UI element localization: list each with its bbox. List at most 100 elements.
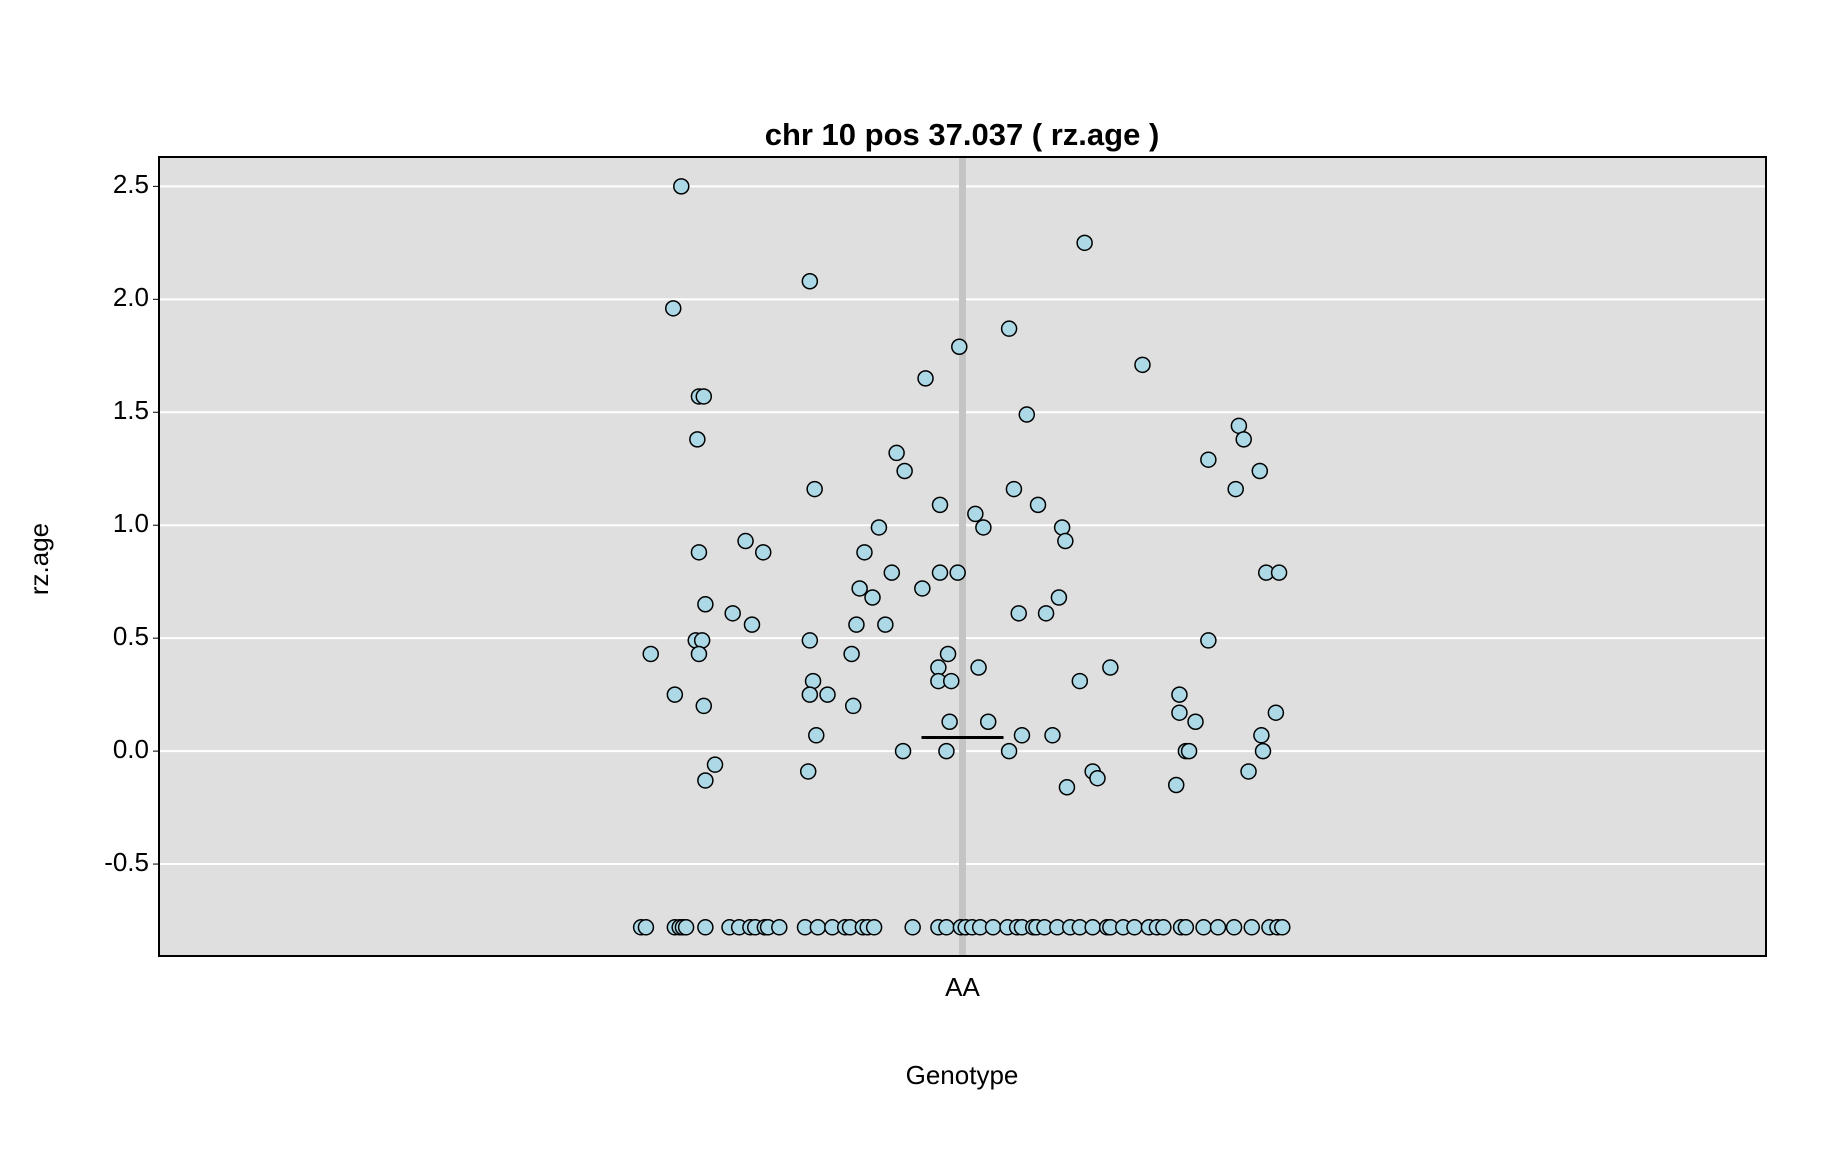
y-tick-label: 2.0 (113, 282, 149, 312)
y-tick-label: 1.5 (113, 395, 149, 425)
point (1084, 919, 1101, 936)
point (799, 763, 817, 780)
point (848, 616, 865, 633)
point (1209, 919, 1227, 936)
point (865, 919, 883, 936)
point (1274, 919, 1291, 936)
point (1171, 686, 1188, 703)
point (970, 659, 987, 676)
point (938, 742, 955, 760)
point (808, 727, 825, 744)
point (1050, 589, 1068, 606)
point (1005, 480, 1023, 498)
point (1187, 713, 1204, 730)
y-axis-label: rz.age (24, 523, 54, 595)
point (809, 919, 827, 936)
point (904, 919, 921, 936)
point (1076, 234, 1093, 252)
point (1134, 356, 1151, 374)
point (979, 713, 997, 730)
point (771, 919, 788, 936)
point (695, 697, 713, 715)
point (1102, 659, 1119, 676)
y-tick-label: 0.5 (113, 621, 149, 651)
point (938, 919, 955, 936)
point (1240, 763, 1257, 780)
point (801, 686, 819, 703)
point (1013, 727, 1031, 744)
point (1243, 919, 1261, 936)
point (1235, 431, 1252, 448)
point (637, 919, 655, 936)
point (1177, 919, 1195, 936)
point (1253, 727, 1270, 744)
point (1254, 742, 1272, 760)
point (737, 532, 754, 550)
point (1267, 704, 1285, 721)
x-axis-label: Genotype (906, 1060, 1019, 1090)
point (931, 564, 949, 581)
point (1057, 532, 1074, 550)
point (939, 645, 957, 663)
point (689, 431, 706, 448)
point (1037, 605, 1055, 622)
point (697, 919, 714, 936)
point (843, 645, 860, 663)
point (1071, 672, 1089, 690)
point (695, 388, 713, 405)
point (914, 580, 931, 597)
point (941, 713, 958, 730)
point (877, 616, 894, 633)
point (984, 919, 1002, 936)
point (870, 519, 888, 536)
point (1044, 727, 1061, 744)
point (804, 672, 822, 690)
point (673, 178, 690, 195)
point (754, 544, 772, 561)
point (743, 616, 761, 633)
point (851, 580, 868, 597)
point (1000, 742, 1018, 760)
chart-title: chr 10 pos 37.037 ( rz.age ) (765, 117, 1160, 152)
point (930, 659, 947, 676)
point (677, 919, 695, 936)
point (697, 772, 714, 789)
plot-frame (158, 156, 1767, 957)
point (1089, 769, 1106, 787)
y-tick-label: 0.0 (113, 734, 149, 764)
point (1200, 451, 1217, 468)
point (949, 564, 966, 581)
point (697, 596, 714, 613)
y-tick-label: -0.5 (104, 847, 149, 877)
point (864, 589, 881, 606)
point (883, 564, 901, 581)
point (1171, 704, 1188, 721)
point (856, 544, 873, 561)
point (1029, 496, 1047, 514)
point (1180, 742, 1198, 760)
point (943, 672, 960, 690)
point (894, 742, 912, 760)
point (690, 645, 708, 663)
point (1270, 564, 1288, 581)
point (844, 697, 862, 715)
point (1225, 919, 1243, 936)
point (1053, 519, 1071, 536)
point (1018, 406, 1036, 423)
point (917, 370, 934, 387)
point (1058, 779, 1076, 796)
x-tick-label: AA (945, 972, 980, 1002)
point (806, 480, 823, 498)
point (1010, 605, 1027, 622)
point (1126, 919, 1143, 936)
point (1155, 919, 1172, 936)
point (693, 632, 711, 649)
point (896, 462, 913, 480)
point (819, 686, 836, 703)
point (931, 496, 949, 514)
point (664, 300, 682, 317)
point (975, 519, 992, 536)
point (1200, 632, 1217, 649)
point (1230, 417, 1248, 435)
